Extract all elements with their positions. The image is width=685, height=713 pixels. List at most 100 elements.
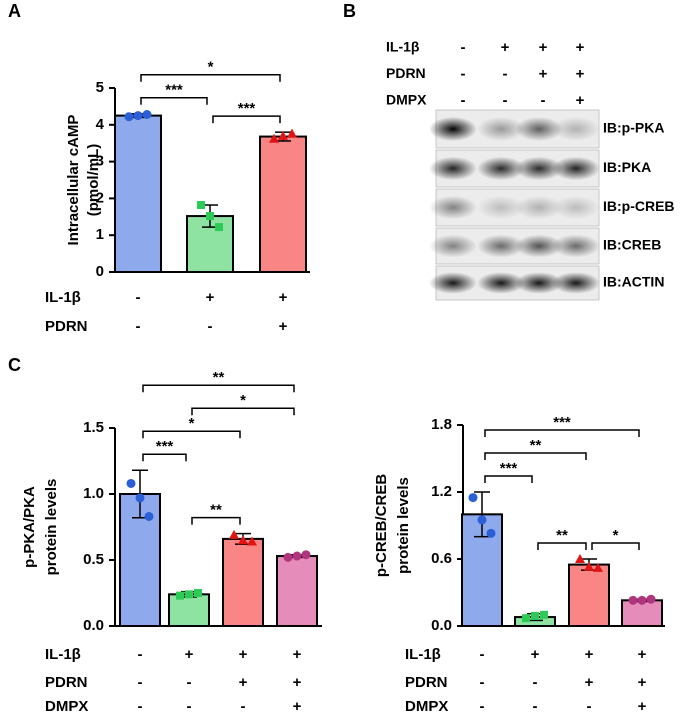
- condition-name: PDRN: [45, 674, 88, 691]
- data-point: [215, 223, 223, 232]
- y-tick-label: 2: [96, 189, 104, 206]
- significance-label: **: [530, 437, 542, 454]
- data-point: [646, 594, 656, 604]
- data-point: [206, 212, 214, 221]
- condition-name: DMPX: [45, 698, 88, 713]
- band-label: IB:PKA: [603, 159, 651, 175]
- significance-label: *: [189, 415, 195, 432]
- condition-sign: -: [533, 698, 538, 713]
- significance-bracket: [140, 97, 208, 105]
- data-point: [593, 562, 603, 572]
- condition-sign: -: [138, 698, 143, 713]
- data-point: [287, 128, 297, 138]
- condition-sign: -: [480, 646, 485, 663]
- condition-sign: +: [185, 646, 194, 663]
- condition-sign: -: [136, 289, 141, 306]
- y-axis-label: Intracellular cAMP: [65, 115, 82, 246]
- significance-bracket: [142, 384, 295, 393]
- condition-name: IL-1β: [405, 646, 441, 663]
- band-label: IB:CREB: [603, 237, 661, 253]
- data-point: [531, 611, 539, 620]
- data-point: [229, 529, 239, 539]
- data-point: [301, 550, 311, 560]
- blot-band: [429, 272, 477, 294]
- data-point: [247, 536, 257, 546]
- condition-sign: -: [136, 318, 141, 335]
- significance-bracket: [484, 475, 533, 483]
- blot-band: [552, 156, 600, 181]
- significance-bracket: [191, 407, 295, 416]
- y-tick-label: 0: [96, 263, 104, 280]
- condition-sign: +: [279, 318, 288, 335]
- condition-sign: +: [293, 698, 302, 713]
- condition-sign: +: [279, 289, 288, 306]
- condition-sign: +: [293, 646, 302, 663]
- band-label: IB:p-PKA: [603, 120, 664, 136]
- panel-label: B: [343, 1, 356, 21]
- y-axis-label: p-PKA/PKA: [21, 486, 38, 568]
- condition-name: IL-1β: [45, 646, 81, 663]
- condition-sign: -: [533, 674, 538, 691]
- bar: [168, 593, 210, 628]
- condition-sign: -: [208, 318, 213, 335]
- data-point: [238, 535, 248, 545]
- condition-sign: -: [480, 698, 485, 713]
- significance-label: ***: [165, 82, 183, 99]
- data-point: [628, 595, 638, 605]
- data-point: [584, 561, 594, 571]
- condition-sign: -: [461, 65, 466, 82]
- condition-sign: -: [541, 92, 546, 109]
- y-axis-label: p-CREB/CREB: [373, 474, 390, 577]
- y-tick-label: 0.5: [83, 551, 104, 568]
- condition-name: PDRN: [405, 674, 448, 691]
- condition-sign: +: [539, 65, 548, 82]
- blot-band: [515, 272, 563, 294]
- bar: [276, 555, 318, 627]
- y-axis-label: protein levels: [395, 477, 412, 574]
- data-point: [278, 130, 288, 140]
- condition-sign: -: [480, 674, 485, 691]
- data-point: [135, 493, 145, 503]
- bar: [222, 537, 264, 628]
- blot-band: [552, 234, 600, 258]
- blot-band: [429, 234, 477, 258]
- data-point: [197, 201, 205, 210]
- condition-name: IL-1β: [386, 39, 420, 55]
- data-point: [540, 610, 548, 619]
- condition-sign: +: [293, 674, 302, 691]
- data-point: [194, 589, 202, 597]
- y-axis-label: protein levels: [43, 479, 60, 576]
- condition-sign: +: [638, 698, 647, 713]
- significance-bracket: [212, 115, 281, 124]
- condition-name: PDRN: [386, 65, 426, 81]
- significance-bracket: [484, 452, 587, 460]
- significance-label: *: [613, 527, 619, 544]
- bar: [568, 563, 610, 627]
- y-tick-label: 1: [96, 226, 104, 243]
- band-label: IB:ACTIN: [603, 274, 664, 290]
- y-tick-label: 0.6: [431, 550, 452, 567]
- blot-band: [429, 195, 477, 220]
- panel-label: C: [8, 355, 21, 375]
- band-label: IB:p-CREB: [603, 198, 675, 214]
- condition-sign: -: [241, 698, 246, 713]
- blot-band: [429, 116, 477, 142]
- condition-sign: +: [638, 674, 647, 691]
- data-point: [126, 478, 136, 488]
- condition-sign: -: [187, 674, 192, 691]
- y-tick-label: 0.0: [431, 617, 452, 634]
- blot-band: [477, 234, 525, 258]
- condition-sign: -: [587, 698, 592, 713]
- y-tick-label: 1.8: [431, 416, 452, 433]
- bar: [259, 135, 307, 273]
- significance-bracket: [142, 453, 187, 462]
- significance-label: **: [210, 502, 222, 519]
- significance-label: ***: [238, 100, 256, 117]
- significance-bracket: [484, 429, 640, 437]
- blot-band: [515, 156, 563, 181]
- significance-bracket: [140, 74, 281, 82]
- condition-sign: +: [206, 289, 215, 306]
- condition-sign: -: [503, 92, 508, 109]
- y-tick-label: 3: [96, 153, 104, 170]
